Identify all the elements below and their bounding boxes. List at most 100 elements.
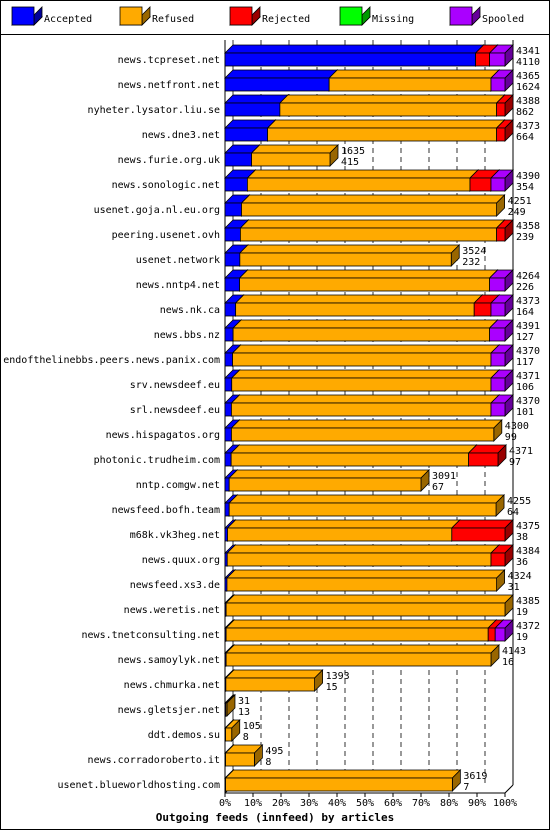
x-tick-label: 60% [384,798,402,809]
bar-spooled-face [494,627,506,642]
category-label: newsfeed.bofh.team [112,505,220,516]
bar-refused [225,644,500,667]
bar-refused-top [230,394,500,404]
bar-rejected [490,544,514,567]
bar-accepted-top [224,44,485,54]
category-label: news.samoylyk.net [118,655,220,666]
bar-rejected-face [469,177,492,192]
x-tick-label: 100% [493,798,517,809]
total-label: 3524 [462,246,486,257]
bar-refused [232,319,499,342]
total-label: 4300 [505,421,529,432]
bar-refused-face [226,552,492,567]
x-tick-label: 50% [356,798,374,809]
bar-refused [224,769,462,792]
bar-rejected [495,94,514,117]
bar-row [224,669,324,692]
category-label: usenet.network [136,255,220,266]
total-label: 4370 [516,396,540,407]
legend-swatch [119,6,143,26]
bar-rejected-face [496,227,506,242]
bar-accepted-face [224,352,233,367]
bar-refused [228,494,506,517]
bar-spooled [494,619,514,642]
accepted-label: 862 [516,107,534,118]
bar-row [224,194,506,217]
bar-refused-face [225,727,233,742]
bar-refused-top [226,544,500,554]
bar-refused-top [225,619,498,629]
x-tick-label: 10% [244,798,262,809]
legend-label: Rejected [262,14,310,25]
category-label: news.netfront.net [118,80,220,91]
x-axis-corner [504,784,514,794]
category-label: m68k.vk3heg.net [130,530,220,541]
bar-refused-top [266,119,506,129]
bar-spooled [490,294,514,317]
accepted-label: 64 [507,507,519,518]
bar-refused-face [328,77,492,92]
bar-row [224,619,514,642]
bar-refused [230,444,478,467]
x-axis: 0% 10% 20% 30% 40% 50% 60% 70% 80% 90% 100% [219,793,517,809]
category-label: news.corradoroberto.it [88,755,220,766]
category-label: nyheter.lysator.liu.se [88,105,220,116]
bar-spooled [490,394,514,417]
total-label: 4372 [516,621,540,632]
bar-refused [225,594,514,617]
bar-accepted-face [224,277,240,292]
bar-refused [226,519,461,542]
category-label: news.bbs.nz [154,330,220,341]
accepted-label: 97 [509,457,521,468]
bar-refused-top [238,269,499,279]
bar-row [224,719,241,742]
total-label: 4358 [516,221,540,232]
bar-rejected [450,519,514,542]
category-label: news.furie.org.uk [118,155,220,166]
accepted-label: 67 [432,482,444,493]
accepted-label: 7 [463,782,469,793]
total-label: 31 [238,696,250,707]
total-label: 4385 [516,596,540,607]
category-label: usenet.goja.nl.eu.org [94,205,220,216]
x-tick-label: 20% [272,798,290,809]
bar-spooled [488,44,514,67]
accepted-label: 117 [516,357,534,368]
total-label: 4365 [516,71,540,82]
bar-rejected-face [496,127,506,142]
bar-row [224,769,462,792]
bar-accepted-face [224,102,281,117]
total-label: 4391 [516,321,540,332]
bar-row [224,494,506,517]
bar-rejected-face [451,527,506,542]
category-label: nntp.comgw.net [136,480,220,491]
bar-row [224,744,264,767]
bar-spooled-face [490,302,506,317]
bar-refused [224,694,236,717]
accepted-label: 226 [516,282,534,293]
bar-refused [266,119,506,142]
bar-refused-face [225,702,228,717]
legend: Accepted Refused Rejected Missing Spooled [11,6,524,26]
bar-spooled-face [490,177,506,192]
accepted-label: 249 [508,207,526,218]
bar-accepted-face [224,427,232,442]
bar-row [224,269,514,292]
bar-spooled [490,344,514,367]
bar-refused-face [267,127,497,142]
bar-refused [278,94,506,117]
bar-refused-face [225,752,255,767]
category-label: news.hispagatos.org [106,430,220,441]
category-label: srv.newsdeef.eu [130,380,220,391]
bar-refused-face [232,327,491,342]
bar-row [224,544,514,567]
bar-row [224,94,514,117]
bar-refused-top [224,669,324,679]
category-label: news.nk.ca [160,305,220,316]
bar-refused-face [225,602,506,617]
bar-refused [238,244,461,267]
bar-refused-face [235,302,475,317]
bar-rejected [495,219,514,242]
bar-spooled [488,319,514,342]
